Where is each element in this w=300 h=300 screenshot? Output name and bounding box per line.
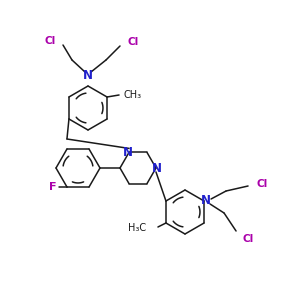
Text: CH₃: CH₃ xyxy=(123,90,141,100)
Text: N: N xyxy=(201,194,211,208)
Text: F: F xyxy=(49,182,57,192)
Text: Cl: Cl xyxy=(127,37,138,47)
Text: N: N xyxy=(152,161,162,175)
Text: H₃C: H₃C xyxy=(128,223,146,233)
Text: Cl: Cl xyxy=(256,179,267,189)
Text: Cl: Cl xyxy=(242,234,253,244)
Text: N: N xyxy=(83,69,93,82)
Text: Cl: Cl xyxy=(45,36,56,46)
Text: N: N xyxy=(123,146,133,159)
